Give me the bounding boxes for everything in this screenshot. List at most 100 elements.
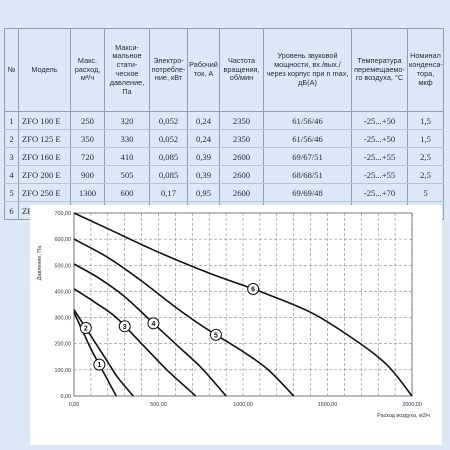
cell-current: 0,39 — [187, 165, 220, 184]
y-tick-label: 100,00 — [55, 368, 72, 374]
cell-current: 0,95 — [187, 183, 220, 202]
y-tick-label: 200,00 — [55, 342, 72, 348]
cell-model: ZFO 160 E — [18, 147, 71, 166]
header-row: № Модель Макс. расход, м³/ч Макси-мально… — [4, 28, 444, 112]
cell-temp: -25...+50 — [351, 111, 408, 130]
header-num: № — [4, 28, 19, 112]
cell-power: 0,052 — [149, 129, 188, 148]
performance-chart: 700,00 600,00 500,00 400,00 300,00 200,00 100,… — [30, 205, 442, 445]
cell-noise: 69/67/51 — [263, 147, 352, 166]
cell-num: 1 — [4, 111, 19, 130]
cell-model: ZFO 250 E — [18, 183, 71, 202]
y-tick-label: 400,00 — [55, 289, 72, 295]
curve-label-5: 5 — [209, 328, 222, 341]
cell-speed: 2600 — [219, 183, 264, 202]
cell-noise: 61/56/46 — [263, 111, 352, 130]
cell-power: 0,085 — [149, 147, 188, 166]
x-tick-label: 500,00 — [150, 402, 167, 408]
cell-flow: 250 — [70, 111, 105, 130]
y-tick-label: 600,00 — [55, 237, 72, 243]
x-tick-label: 0,00 — [69, 402, 80, 408]
curve-label-text: 3 — [123, 324, 127, 331]
y-tick-label: 300,00 — [55, 316, 72, 322]
cell-num: 6 — [4, 201, 19, 220]
header-noise: Уровень звуковой мощности, вх./вых./ чер… — [263, 28, 352, 112]
cell-model: ZFO 100 E — [18, 111, 71, 130]
curve-label-text: 4 — [151, 321, 155, 328]
x-tick-label: 1500,00 — [318, 402, 338, 408]
spec-table: № Модель Макс. расход, м³/ч Макси-мально… — [4, 28, 444, 220]
chart-curve-labels: 1 2 3 4 5 6 — [79, 282, 260, 371]
curve-label-6: 6 — [247, 282, 260, 295]
cell-model: ZFO 125 E — [18, 129, 71, 148]
curve-label-2: 2 — [79, 322, 92, 335]
cell-noise: 69/69/48 — [263, 183, 352, 202]
cell-pressure: 505 — [104, 165, 150, 184]
cell-power: 0,17 — [149, 183, 188, 202]
cell-noise: 68/68/51 — [263, 165, 352, 184]
cell-temp: -25...+55 — [351, 147, 408, 166]
cell-cap: 2,5 — [407, 147, 444, 166]
y-tick-label: 700,00 — [55, 211, 72, 217]
header-temperature: Температура перемещаемо-го воздуха, °С — [351, 28, 408, 112]
header-current: Рабочий ток, А — [187, 28, 220, 112]
header-model: Модель — [18, 28, 71, 112]
y-tick-label: 0,00 — [61, 394, 72, 400]
cell-pressure: 410 — [104, 147, 150, 166]
cell-model: ZFO 200 E — [18, 165, 71, 184]
cell-temp: -25...+55 — [351, 165, 408, 184]
cell-num: 4 — [4, 165, 19, 184]
x-tick-label: 1000,00 — [233, 402, 253, 408]
cell-flow: 900 — [70, 165, 105, 184]
cell-cap: 5 — [407, 183, 444, 202]
cell-current: 0,24 — [187, 111, 220, 130]
table-row: 5 ZFO 250 E 1300 600 0,17 0,95 2600 69/69/48 -25… — [4, 183, 444, 202]
curve-label-circle — [118, 320, 131, 333]
cell-flow: 350 — [70, 129, 105, 148]
curve-6 — [73, 212, 413, 397]
curve-5 — [73, 238, 295, 397]
cell-num: 3 — [4, 147, 19, 166]
curve-label-circle — [79, 322, 92, 335]
chart-grid — [73, 212, 413, 397]
curve-label-circle — [209, 328, 222, 341]
cell-speed: 2350 — [219, 129, 264, 148]
chart-background — [30, 205, 442, 445]
cell-cap: 2,5 — [407, 165, 444, 184]
header-flow: Макс. расход, м³/ч — [70, 28, 105, 112]
curve-label-text: 6 — [251, 287, 255, 294]
cell-power: 0,052 — [149, 111, 188, 130]
cell-cap: 1,5 — [407, 111, 444, 130]
y-axis-label: Давление, Па — [37, 246, 43, 280]
curve-label-text: 5 — [214, 332, 218, 339]
curve-label-circle — [147, 317, 160, 330]
cell-power: 0,085 — [149, 165, 188, 184]
cell-temp: -25...+70 — [351, 183, 408, 202]
curve-label-text: 2 — [84, 326, 88, 333]
cell-speed: 2350 — [219, 111, 264, 130]
curve-label-text: 1 — [97, 362, 101, 369]
cell-speed: 2600 — [219, 147, 264, 166]
curve-label-4: 4 — [147, 317, 160, 330]
header-speed: Частота вращения, об/мин — [219, 28, 264, 112]
curve-label-circle — [247, 282, 260, 295]
cell-pressure: 600 — [104, 183, 150, 202]
x-tick-label: 2000,00 — [402, 402, 422, 408]
table-row: 1 ZFO 100 E 250 320 0,052 0,24 2350 61/56/46 -25… — [4, 111, 444, 130]
cell-flow: 1300 — [70, 183, 105, 202]
plot-frame — [73, 212, 413, 397]
curve-label-1: 1 — [93, 358, 106, 371]
curve-label-circle — [93, 358, 106, 371]
table-row: 3 ZFO 160 E 720 410 0,085 0,39 2600 69/67/51 -25… — [4, 147, 444, 166]
cell-pressure: 330 — [104, 129, 150, 148]
table-row: 4 ZFO 200 E 900 505 0,085 0,39 2600 68/68/51 -25… — [4, 165, 444, 184]
table-body: 1 ZFO 100 E 250 320 0,052 0,24 2350 61/56/46 -25… — [4, 111, 444, 220]
curve-label-3: 3 — [118, 320, 131, 333]
cell-speed: 2600 — [219, 165, 264, 184]
y-tick-label: 500,00 — [55, 263, 72, 269]
cell-current: 0,39 — [187, 147, 220, 166]
header-capacitor: Номинал конденса-тора, мкф — [407, 28, 444, 112]
chart-svg: 700,00 600,00 500,00 400,00 300,00 200,00 100,… — [30, 205, 442, 445]
cell-noise: 61/56/46 — [263, 129, 352, 148]
